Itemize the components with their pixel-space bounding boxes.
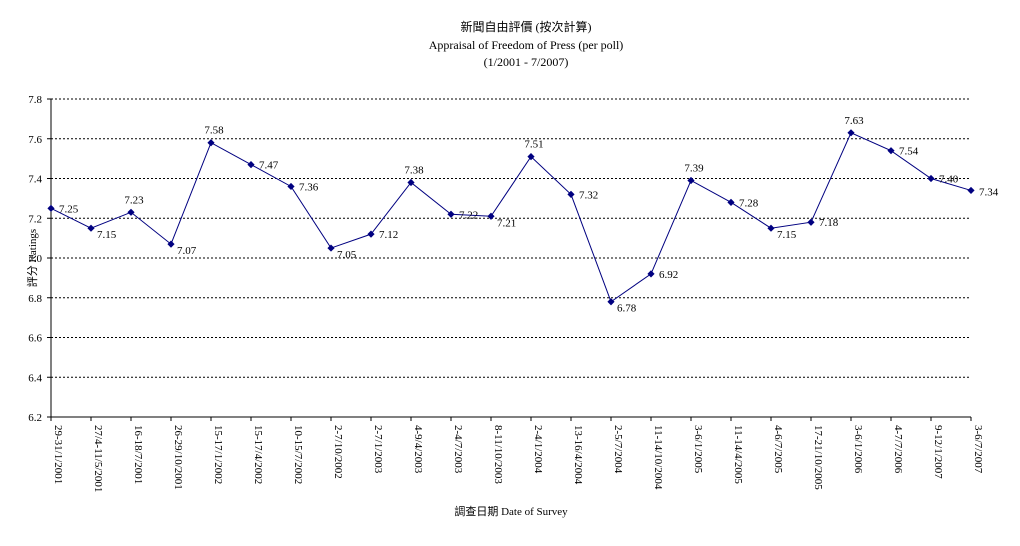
data-point-marker bbox=[927, 174, 935, 183]
x-tick-label: 4-7/7/2006 bbox=[892, 425, 904, 474]
data-point-marker bbox=[287, 182, 295, 191]
data-point-marker bbox=[527, 153, 535, 161]
data-label: 7.25 bbox=[59, 203, 79, 215]
data-label: 7.28 bbox=[739, 197, 759, 209]
data-label: 7.12 bbox=[379, 229, 398, 241]
data-label: 7.40 bbox=[939, 174, 959, 186]
y-axis-ticks: 7.8 7.6 7.4 7.2 7.0 6.8 6.6 6.4 6.2 bbox=[28, 94, 51, 424]
data-point-marker bbox=[47, 204, 55, 212]
x-axis-ticks: 29-31/1/2001 27/4-11/5/2001 16-18/7/2001 26… bbox=[50, 417, 984, 492]
data-point-marker bbox=[767, 224, 775, 232]
data-label: 7.05 bbox=[337, 249, 357, 261]
x-tick-label: 16-18/7/2001 bbox=[132, 425, 144, 484]
series-line bbox=[47, 129, 975, 306]
chart-date-range: (1/2001 - 7/2007) bbox=[484, 55, 569, 69]
data-label: 7.58 bbox=[204, 125, 224, 137]
x-tick-label: 2-5/7/2004 bbox=[612, 425, 624, 474]
data-point-marker bbox=[447, 210, 455, 218]
data-label: 7.34 bbox=[979, 186, 999, 198]
y-tick-label: 6.4 bbox=[28, 372, 42, 384]
x-tick-label: 13-16/4/2004 bbox=[572, 425, 584, 485]
data-point-marker bbox=[407, 178, 415, 187]
y-tick-label: 6.8 bbox=[28, 293, 42, 305]
data-label: 7.07 bbox=[177, 245, 197, 257]
x-tick-label: 3-6/1/2005 bbox=[692, 425, 704, 474]
x-tick-label: 3-6/1/2006 bbox=[852, 425, 864, 474]
x-tick-label: 15-17/4/2002 bbox=[252, 425, 264, 484]
data-point-marker bbox=[167, 240, 175, 248]
data-point-marker bbox=[647, 270, 655, 278]
data-label: 7.15 bbox=[777, 229, 797, 241]
data-label: 7.47 bbox=[259, 160, 279, 172]
data-point-marker bbox=[487, 212, 495, 220]
data-point-marker bbox=[87, 224, 95, 232]
x-axis-label: 調查日期 Date of Survey bbox=[454, 504, 568, 518]
chart-title: 新聞自由評價 (按次計算) bbox=[461, 19, 592, 34]
y-tick-label: 7.8 bbox=[28, 94, 42, 106]
data-point-marker bbox=[607, 298, 615, 306]
x-tick-label: 15-17/1/2002 bbox=[212, 425, 224, 484]
x-tick-label: 10-15/7/2002 bbox=[292, 425, 304, 484]
x-tick-label: 2-7/10/2002 bbox=[332, 425, 344, 479]
y-tick-label: 7.0 bbox=[28, 253, 42, 265]
data-point-marker bbox=[327, 244, 335, 252]
y-tick-label: 6.2 bbox=[28, 412, 42, 424]
data-label: 7.18 bbox=[819, 217, 839, 229]
data-point-marker bbox=[727, 198, 735, 206]
x-tick-label: 4-9/4/2003 bbox=[412, 425, 424, 474]
x-tick-label: 2-7/1/2003 bbox=[372, 425, 384, 474]
gridlines bbox=[51, 98, 971, 378]
data-point-marker bbox=[967, 186, 975, 195]
x-tick-label: 11-14/10/2004 bbox=[652, 425, 664, 490]
x-tick-label: 3-6/7/2007 bbox=[972, 425, 984, 474]
y-tick-label: 7.6 bbox=[28, 134, 42, 146]
axes bbox=[50, 99, 971, 418]
data-label: 7.32 bbox=[579, 189, 598, 201]
x-tick-label: 2-4/1/2004 bbox=[532, 425, 544, 474]
data-label: 7.23 bbox=[124, 194, 144, 206]
x-tick-label: 9-12/1/2007 bbox=[932, 425, 944, 479]
x-tick-label: 11-14/4/2005 bbox=[732, 425, 744, 484]
data-point-marker bbox=[567, 190, 575, 198]
series-polyline bbox=[50, 132, 972, 303]
data-point-marker bbox=[207, 139, 215, 147]
data-point-marker bbox=[687, 176, 695, 185]
data-label: 7.63 bbox=[844, 115, 864, 127]
data-labels: 7.25 7.15 7.23 7.07 7.58 7.47 7.36 7.05 7.12 7.38… bbox=[59, 115, 999, 315]
x-tick-label: 4-6/7/2005 bbox=[772, 425, 784, 474]
y-tick-label: 7.2 bbox=[28, 213, 42, 225]
y-tick-label: 6.6 bbox=[28, 333, 42, 345]
data-label: 7.38 bbox=[404, 164, 424, 176]
data-label: 7.36 bbox=[299, 181, 319, 193]
data-point-marker bbox=[247, 160, 255, 169]
x-tick-label: 27/4-11/5/2001 bbox=[92, 425, 104, 492]
data-point-marker bbox=[847, 129, 855, 137]
data-point-marker bbox=[127, 208, 135, 216]
data-label: 7.15 bbox=[97, 229, 117, 241]
x-tick-label: 26-29/10/2001 bbox=[172, 425, 184, 490]
data-point-marker bbox=[367, 230, 375, 238]
x-tick-label: 29-31/1/2001 bbox=[52, 425, 64, 484]
data-point-marker bbox=[807, 218, 815, 226]
chart-subtitle: Appraisal of Freedom of Press (per poll) bbox=[429, 38, 624, 52]
data-label: 6.92 bbox=[659, 269, 678, 281]
data-label: 7.51 bbox=[524, 139, 543, 151]
data-label: 7.21 bbox=[497, 217, 516, 229]
x-tick-label: 8-11/10/2003 bbox=[492, 425, 504, 484]
y-axis-label: 評分 Ratings bbox=[25, 229, 39, 287]
data-label: 7.39 bbox=[684, 162, 704, 174]
x-tick-label: 2-4/7/2003 bbox=[452, 425, 464, 474]
y-tick-label: 7.4 bbox=[28, 174, 42, 186]
data-label: 7.54 bbox=[899, 146, 919, 158]
data-label: 7.22 bbox=[459, 209, 478, 221]
data-label: 6.78 bbox=[617, 303, 637, 315]
data-point-marker bbox=[887, 147, 895, 155]
x-tick-label: 17-21/10/2005 bbox=[812, 425, 824, 490]
